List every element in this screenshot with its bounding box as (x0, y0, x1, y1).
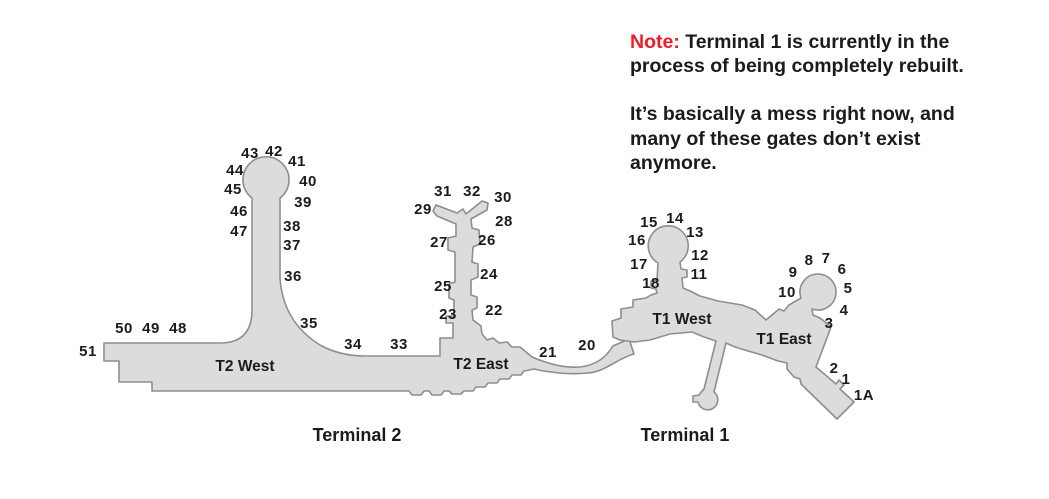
note-prefix: Note: (630, 31, 680, 53)
note-paragraph-2: It’s basically a mess right now, and man… (630, 102, 970, 175)
gate-label-32: 32 (463, 183, 481, 200)
gate-label-12: 12 (691, 247, 709, 264)
gate-label-34: 34 (344, 336, 362, 353)
gate-label-36: 36 (284, 268, 302, 285)
note-paragraph-2-text: It’s basically a mess right now, and man… (630, 103, 955, 174)
gate-label-21: 21 (539, 344, 557, 361)
gate-label-8: 8 (805, 252, 814, 269)
gate-label-6: 6 (838, 261, 847, 278)
gate-label-41: 41 (288, 153, 306, 170)
gate-label-18: 18 (642, 275, 660, 292)
gate-label-17: 17 (630, 256, 648, 273)
gate-label-38: 38 (283, 218, 301, 235)
terminal-1-shape (611, 225, 855, 420)
gate-label-35: 35 (300, 315, 318, 332)
gate-label-14: 14 (666, 210, 684, 227)
terminal-label-terminal-2: Terminal 2 (313, 425, 402, 445)
terminal-labels-group: Terminal 2 Terminal 1 (313, 425, 730, 445)
gate-label-31: 31 (434, 183, 452, 200)
gate-label-24: 24 (480, 266, 498, 283)
gate-label-50: 50 (115, 320, 133, 337)
gate-label-49: 49 (142, 320, 160, 337)
area-label-t1-west: T1 West (652, 311, 711, 328)
gate-label-29: 29 (414, 201, 432, 218)
gate-label-42: 42 (265, 143, 283, 160)
area-label-t2-east: T2 East (453, 356, 508, 373)
gate-label-10: 10 (778, 284, 796, 301)
gate-label-43: 43 (241, 145, 259, 162)
gate-label-2: 2 (830, 360, 839, 377)
terminal-label-terminal-1: Terminal 1 (641, 425, 730, 445)
gate-label-44: 44 (226, 162, 244, 179)
gate-label-33: 33 (390, 336, 408, 353)
gate-label-22: 22 (485, 302, 503, 319)
gate-label-13: 13 (686, 224, 704, 241)
gate-label-15: 15 (640, 214, 658, 231)
gate-label-27: 27 (430, 234, 448, 251)
gate-label-30: 30 (494, 189, 512, 206)
gate-label-20: 20 (578, 337, 596, 354)
gate-label-26: 26 (478, 232, 496, 249)
area-labels-group: T2 West T2 East T1 West T1 East (215, 311, 811, 375)
gate-label-37: 37 (283, 237, 301, 254)
gate-label-5: 5 (844, 280, 853, 297)
gate-label-25: 25 (434, 278, 452, 295)
gate-label-3: 3 (825, 315, 834, 332)
area-label-t2-west: T2 West (215, 358, 274, 375)
gate-label-28: 28 (495, 213, 513, 230)
gate-label-46: 46 (230, 203, 248, 220)
gate-label-7: 7 (822, 250, 831, 267)
gate-label-48: 48 (169, 320, 187, 337)
area-label-t1-east: T1 East (756, 331, 811, 348)
gate-label-1a: 1A (854, 387, 874, 404)
gate-label-39: 39 (294, 194, 312, 211)
note-paragraph-1: Note: Terminal 1 is currently in the pro… (630, 30, 970, 78)
gate-label-23: 23 (439, 306, 457, 323)
gate-label-4: 4 (840, 302, 849, 319)
terminal-2-shape (103, 156, 635, 396)
gate-label-1: 1 (842, 371, 851, 388)
gate-label-11: 11 (691, 266, 708, 283)
note-paragraph-1-text: Terminal 1 is currently in the process o… (630, 31, 964, 78)
gate-label-51: 51 (79, 343, 97, 360)
gate-label-40: 40 (299, 173, 317, 190)
gate-label-47: 47 (230, 223, 248, 240)
gate-label-16: 16 (628, 232, 646, 249)
note: Note: Terminal 1 is currently in the pro… (630, 30, 970, 199)
gate-label-9: 9 (789, 264, 798, 281)
gate-label-45: 45 (224, 181, 242, 198)
